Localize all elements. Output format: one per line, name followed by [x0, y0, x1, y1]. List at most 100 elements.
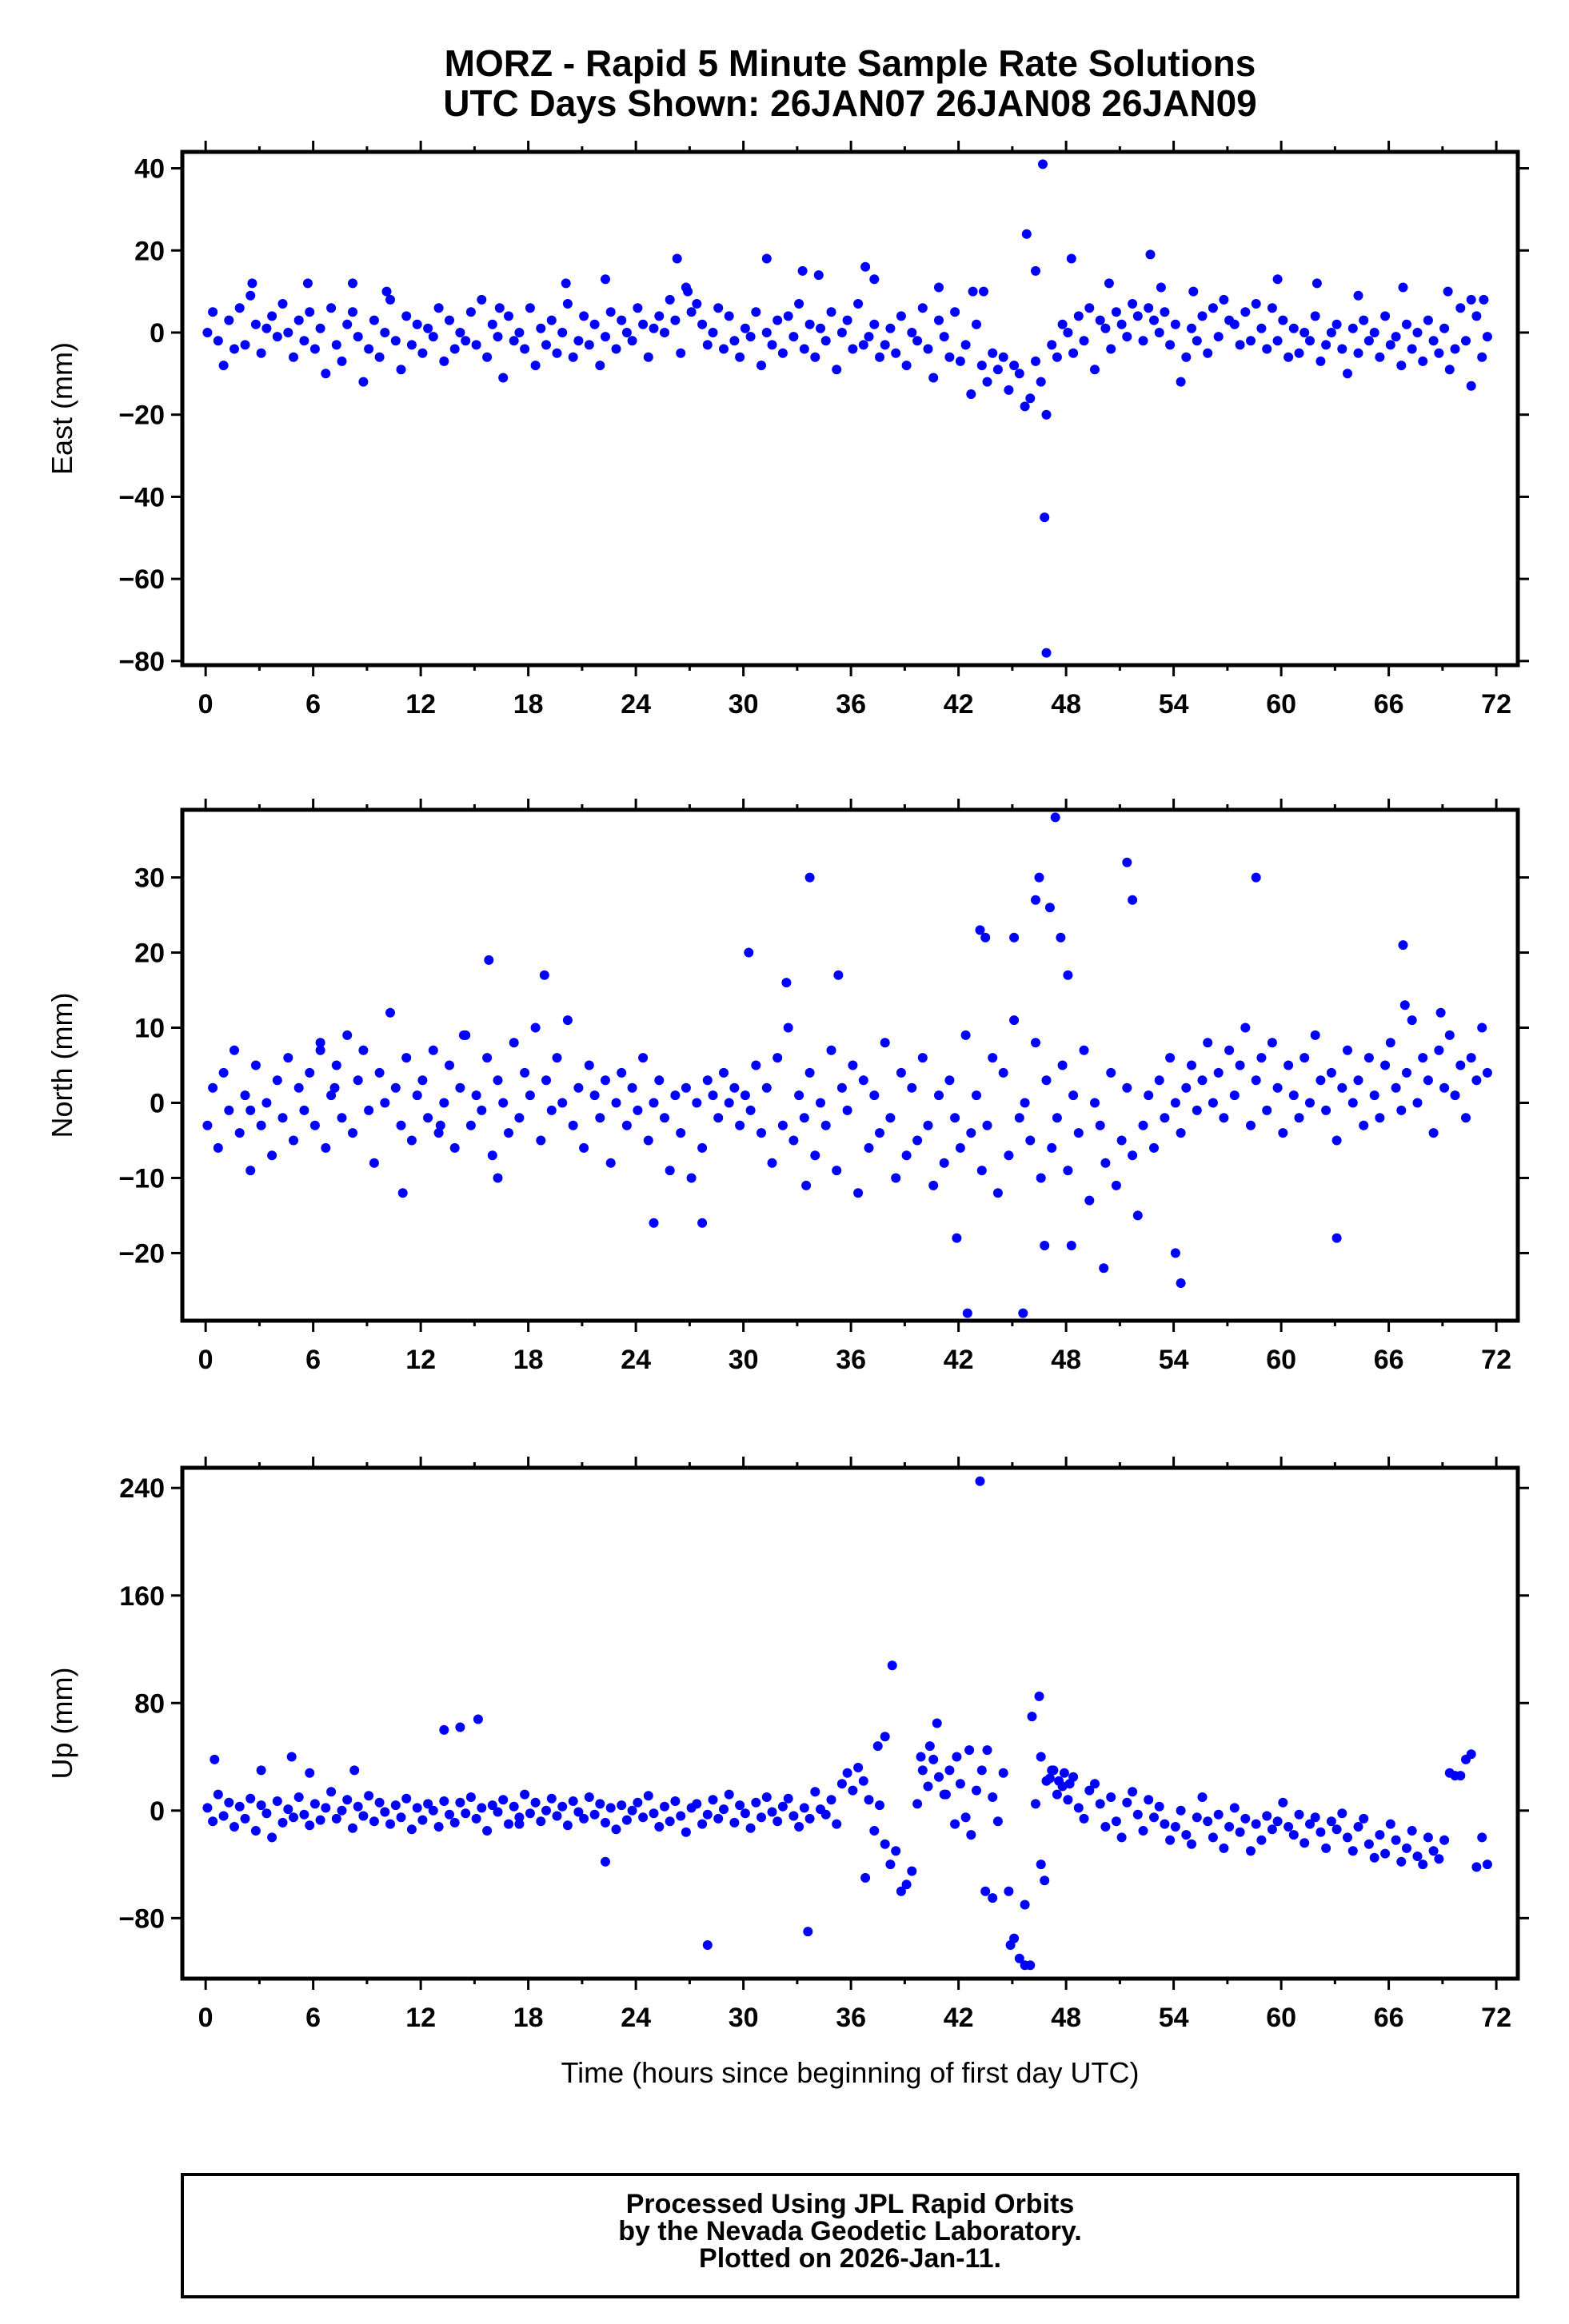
data-point: [1073, 1803, 1084, 1813]
data-point: [928, 1754, 939, 1764]
data-point: [484, 955, 494, 965]
data-point: [611, 344, 621, 354]
data-point: [1192, 1812, 1202, 1823]
data-point: [1412, 1098, 1423, 1108]
x-tick-label: 42: [944, 2003, 974, 2033]
data-point: [697, 1142, 708, 1153]
data-point: [1213, 1809, 1224, 1820]
data-point: [832, 365, 842, 375]
data-point: [1272, 1082, 1283, 1093]
x-tick-label: 30: [729, 2003, 759, 2033]
data-point: [455, 1722, 465, 1732]
data-point: [1272, 1816, 1283, 1827]
data-point: [1326, 1816, 1336, 1827]
data-point: [1240, 1022, 1251, 1033]
data-point: [681, 1827, 691, 1837]
footer-line-1: Processed Using JPL Rapid Orbits: [626, 2189, 1075, 2219]
data-point: [1235, 1060, 1245, 1070]
data-point: [433, 1128, 444, 1138]
data-point: [934, 315, 944, 325]
data-point: [595, 361, 605, 371]
data-point: [816, 323, 825, 333]
data-point: [1079, 1045, 1089, 1055]
data-point: [692, 1098, 702, 1108]
data-point: [358, 1045, 369, 1055]
data-point: [293, 315, 304, 325]
data-point: [735, 1120, 745, 1130]
y-tick-label: −40: [118, 482, 165, 512]
data-point: [998, 352, 1008, 362]
data-point: [1219, 294, 1229, 305]
data-point: [621, 1815, 632, 1825]
y-axis-label-north: North (mm): [46, 993, 78, 1138]
data-point: [917, 1053, 928, 1063]
data-point: [923, 1781, 933, 1792]
data-point: [390, 1082, 401, 1093]
data-point: [1434, 1045, 1444, 1055]
data-point: [1407, 344, 1417, 354]
data-point: [1363, 1839, 1374, 1849]
data-point: [1326, 328, 1336, 337]
data-point: [315, 1038, 325, 1048]
data-point: [1020, 1098, 1030, 1108]
data-point: [643, 352, 653, 362]
data-point: [1423, 1832, 1433, 1843]
data-point: [1192, 1105, 1202, 1115]
data-point: [649, 323, 659, 333]
data-point: [654, 1822, 665, 1832]
x-tick-label: 60: [1266, 2003, 1296, 2033]
data-point: [349, 1765, 360, 1776]
data-point: [277, 299, 288, 309]
data-point: [621, 1120, 632, 1130]
y-tick-label: 0: [150, 1796, 165, 1827]
x-tick-label: 12: [405, 1345, 436, 1375]
data-point: [1256, 1053, 1267, 1063]
data-point: [230, 1045, 239, 1055]
data-point: [1025, 1135, 1036, 1146]
data-point: [676, 1128, 686, 1138]
data-point: [1251, 1075, 1261, 1086]
data-point: [1041, 1075, 1052, 1086]
data-point: [617, 1067, 627, 1078]
data-point: [1477, 352, 1487, 362]
data-point: [439, 1724, 449, 1735]
data-point: [1156, 282, 1166, 293]
data-point: [601, 274, 610, 285]
data-point: [520, 1067, 530, 1078]
data-point: [1267, 1824, 1277, 1835]
data-point: [299, 1105, 309, 1115]
data-point: [369, 315, 379, 325]
data-point: [1031, 1799, 1040, 1809]
data-point: [315, 323, 325, 333]
data-point: [1224, 1822, 1235, 1832]
data-point: [1149, 1812, 1159, 1823]
data-point: [842, 1768, 852, 1778]
data-point: [1052, 1113, 1062, 1123]
data-point: [783, 1793, 793, 1804]
data-point: [1040, 1876, 1050, 1886]
y-tick-label: 40: [134, 154, 165, 185]
data-point: [708, 1090, 718, 1101]
data-point: [928, 373, 939, 383]
data-point: [595, 1799, 605, 1809]
data-point: [562, 299, 573, 309]
data-point: [1450, 344, 1460, 354]
data-point: [665, 294, 675, 305]
data-point: [713, 303, 724, 313]
data-point: [562, 1015, 573, 1026]
data-point: [864, 332, 874, 342]
data-point: [799, 1803, 809, 1813]
data-point: [230, 1822, 239, 1832]
x-tick-label: 66: [1374, 1345, 1404, 1375]
data-point: [1402, 1067, 1411, 1078]
data-point: [1380, 1848, 1391, 1859]
data-point: [1144, 303, 1154, 313]
data-point: [1149, 1142, 1159, 1153]
data-point: [649, 1218, 659, 1228]
data-point: [660, 1113, 669, 1123]
data-point: [1040, 512, 1050, 523]
data-point: [1154, 1075, 1164, 1086]
data-point: [813, 270, 824, 281]
data-point: [1369, 1090, 1379, 1101]
data-point: [767, 1807, 777, 1817]
